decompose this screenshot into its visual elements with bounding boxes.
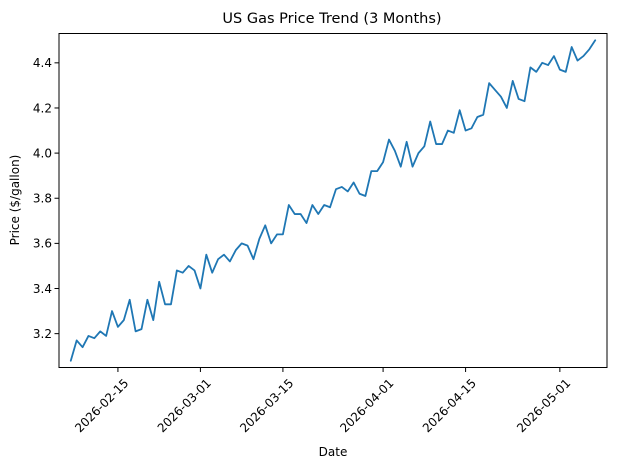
x-tick-label: 2026-03-15 — [237, 376, 296, 435]
x-axis-label: Date — [319, 445, 348, 459]
x-tick-label: 2026-02-15 — [72, 376, 131, 435]
plot-frame — [58, 33, 608, 368]
y-axis: 3.2 3.4 3.6 3.8 4.0 4.2 4.4 — [33, 56, 59, 341]
series-line-0 — [69, 39, 597, 362]
y-tick-label: 3.6 — [33, 237, 52, 251]
y-tick-label: 4.2 — [33, 101, 52, 115]
y-tick-label: 3.4 — [33, 282, 52, 296]
x-axis: 2026-02-15 2026-03-01 2026-03-15 2026-04-01… — [72, 367, 573, 435]
y-tick-label: 3.8 — [33, 192, 52, 206]
x-tick-label: 2026-04-15 — [420, 376, 479, 435]
x-tick-label: 2026-05-01 — [514, 376, 573, 435]
plot-area — [69, 39, 597, 362]
x-tick-label: 2026-03-01 — [155, 376, 214, 435]
y-tick-label: 4.4 — [33, 56, 52, 70]
y-tick-label: 4.0 — [33, 146, 52, 160]
y-tick-label: 3.2 — [33, 327, 52, 341]
chart-title: US Gas Price Trend (3 Months) — [222, 11, 441, 27]
x-tick-label: 2026-04-01 — [337, 376, 396, 435]
y-axis-label: Price ($/gallon) — [8, 155, 22, 246]
